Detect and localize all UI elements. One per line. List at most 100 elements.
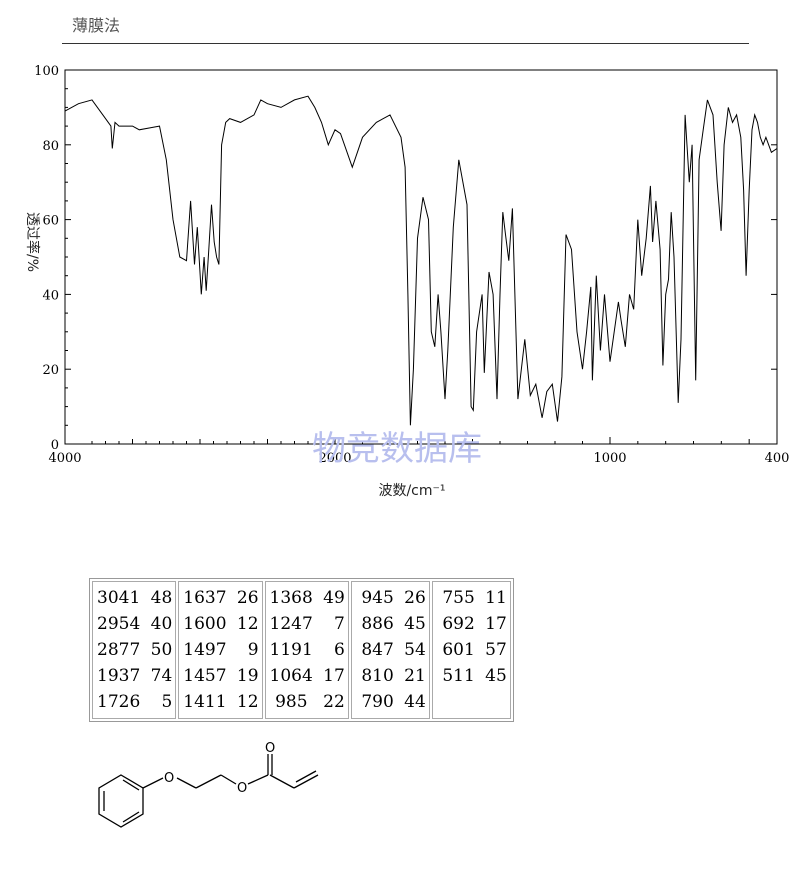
x-tick-label-1: 2000: [318, 451, 351, 466]
x-axis-ticks: 4000 2000 1000 400: [48, 437, 789, 466]
peak-wavenumber: 945: [361, 588, 394, 608]
y-tick-label-0: 0: [51, 438, 59, 453]
y-axis-label: 透过率/%: [24, 212, 41, 272]
peak-entry: 601 57: [437, 637, 507, 663]
peak-entry: 847 54: [356, 637, 426, 663]
peak-entry: 985 22: [270, 689, 345, 715]
peak-transmittance: 26: [404, 588, 426, 608]
peak-entry: 2877 50: [97, 637, 172, 663]
peak-column-1: 1637 26 1600 12 1497 9 1457 19 1411 12: [178, 581, 263, 719]
x-tick-label-0: 4000: [48, 451, 81, 466]
peak-wavenumber: 1247: [269, 614, 313, 634]
peak-wavenumber: 847: [361, 640, 394, 660]
peak-wavenumber: 1726: [97, 692, 141, 712]
peak-table: 3041 48 2954 40 2877 50 1937 74 1726 5 1637 26 1600 1…: [89, 578, 514, 722]
peak-column-4: 755 11 692 17 601 57 511 45: [431, 581, 511, 719]
peak-entry: 3041 48: [97, 585, 172, 611]
peak-transmittance: 22: [323, 692, 345, 712]
peak-transmittance: 7: [333, 614, 345, 634]
peak-wavenumber: 1937: [97, 666, 141, 686]
plot-frame: [64, 69, 778, 445]
peak-entry: 1637 26: [183, 585, 258, 611]
benzene-ring: [98, 774, 144, 828]
peak-entry: 1726 5: [97, 689, 172, 715]
x-tick-label-3: 400: [765, 451, 790, 466]
peak-entry: 1064 17: [270, 663, 345, 689]
peak-entry: 1600 12: [183, 611, 258, 637]
peak-transmittance: 54: [404, 640, 426, 660]
peak-entry: 1457 19: [183, 663, 258, 689]
peak-entry: 790 44: [356, 689, 426, 715]
peak-transmittance: 74: [150, 666, 173, 686]
y-tick-label-3: 60: [42, 214, 59, 229]
peak-entry: 1247 7: [270, 611, 345, 637]
peak-transmittance: 57: [485, 640, 507, 660]
peak-transmittance: 45: [485, 666, 507, 686]
ir-spectrum-chart: 0 20 40 60 80 100 4000 2000 1000 400 物竞数据库 波数/cm…: [24, 64, 789, 499]
peak-wavenumber: 1497: [183, 640, 227, 660]
peak-wavenumber: 1637: [183, 588, 227, 608]
peak-entry: 1368 49: [270, 585, 345, 611]
carbonyl-oxygen: O: [265, 741, 275, 756]
x-axis-label: 波数/cm⁻¹: [378, 483, 445, 499]
peak-transmittance: 6: [333, 640, 345, 660]
method-label: 薄膜法: [72, 16, 121, 35]
peak-wavenumber: 886: [361, 614, 394, 634]
peak-wavenumber: 2877: [97, 640, 141, 660]
peak-transmittance: 17: [485, 614, 507, 634]
peak-wavenumber: 2954: [97, 614, 141, 634]
peak-wavenumber: 1064: [269, 666, 313, 686]
chemical-structure: O O O: [98, 741, 319, 828]
peak-entry: 886 45: [356, 611, 426, 637]
ester-oxygen: O: [237, 781, 247, 796]
peak-transmittance: 50: [150, 640, 173, 660]
peak-wavenumber: 601: [442, 640, 475, 660]
peak-wavenumber: 1457: [183, 666, 227, 686]
peak-wavenumber: 985: [275, 692, 308, 712]
peak-wavenumber: 1191: [269, 640, 313, 660]
peak-column-2: 1368 49 1247 7 1191 6 1064 17 985 22: [264, 581, 349, 719]
peak-transmittance: 12: [236, 614, 259, 634]
peak-transmittance: 12: [236, 692, 259, 712]
peak-wavenumber: 511: [442, 666, 475, 686]
y-axis-ticks: 0 20 40 60 80 100: [34, 64, 777, 453]
x-tick-label-2: 1000: [593, 451, 626, 466]
peak-wavenumber: 810: [361, 666, 394, 686]
watermark: 物竞数据库: [312, 429, 482, 469]
peak-wavenumber: 755: [442, 588, 475, 608]
peak-wavenumber: 790: [361, 692, 394, 712]
peak-entry: 1191 6: [270, 637, 345, 663]
peak-transmittance: 5: [161, 692, 173, 712]
peak-transmittance: 48: [150, 588, 173, 608]
peak-entry: 755 11: [437, 585, 507, 611]
ether-oxygen: O: [164, 771, 174, 786]
peak-entry: 1497 9: [183, 637, 258, 663]
peak-transmittance: 40: [150, 614, 173, 634]
peak-entry: 1411 12: [183, 689, 258, 715]
peak-transmittance: 45: [404, 614, 426, 634]
peak-wavenumber: 1411: [183, 692, 227, 712]
peak-transmittance: 11: [485, 588, 507, 608]
header-rule: [62, 43, 749, 44]
peak-entry: 692 17: [437, 611, 507, 637]
peak-wavenumber: 1600: [183, 614, 227, 634]
peak-transmittance: 49: [323, 588, 345, 608]
peak-transmittance: 19: [236, 666, 259, 686]
peak-transmittance: 44: [404, 692, 426, 712]
peak-entry: 945 26: [356, 585, 426, 611]
chain-bonds: [142, 754, 319, 789]
peak-wavenumber: 1368: [269, 588, 313, 608]
y-tick-label-5: 100: [34, 64, 59, 79]
peak-transmittance: 26: [236, 588, 259, 608]
peak-entry: 511 45: [437, 663, 507, 689]
spectrum-line: [64, 95, 778, 426]
y-tick-label-2: 40: [42, 288, 59, 303]
peak-column-3: 945 26 886 45 847 54 810 21 790 44: [350, 581, 430, 719]
peak-table-row: 3041 48 2954 40 2877 50 1937 74 1726 5 1637 26 1600 1…: [92, 581, 511, 719]
peak-transmittance: 9: [247, 640, 259, 660]
peak-column-0: 3041 48 2954 40 2877 50 1937 74 1726 5: [92, 581, 177, 719]
peak-entry: 2954 40: [97, 611, 172, 637]
y-tick-label-4: 80: [42, 139, 59, 154]
x-axis-minor-ticks: [91, 439, 750, 444]
y-tick-label-1: 20: [42, 363, 59, 378]
